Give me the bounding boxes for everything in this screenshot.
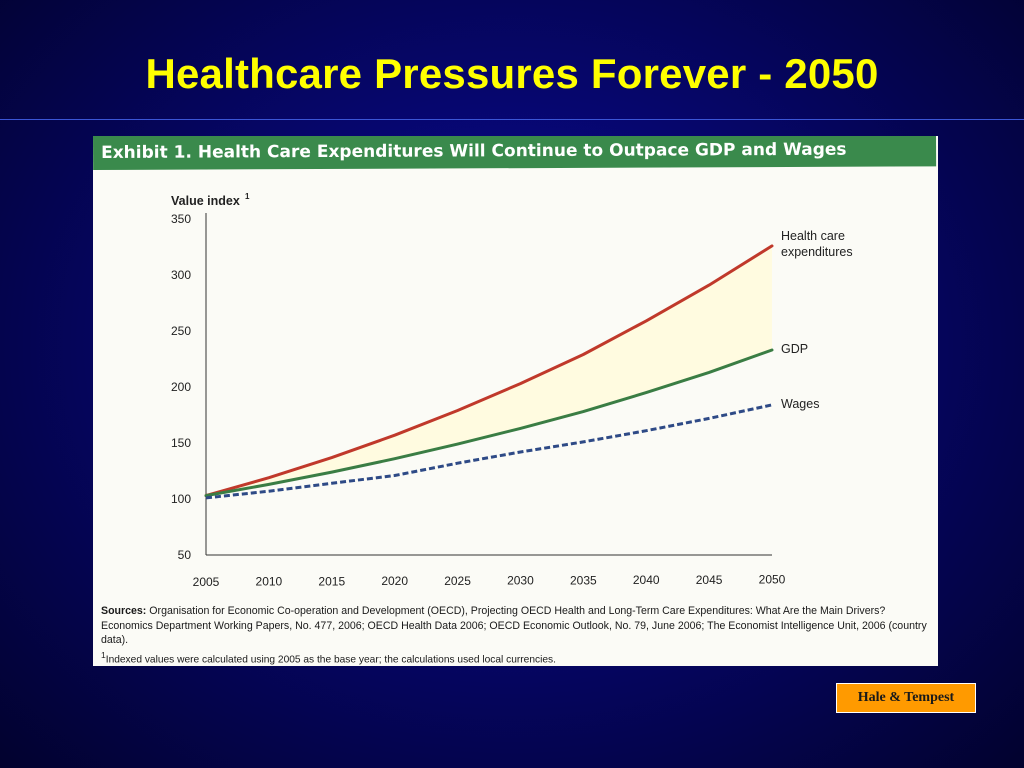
series-label: Health care xyxy=(781,229,845,243)
x-tick-label: 2030 xyxy=(507,574,534,588)
y-tick-label: 50 xyxy=(178,548,192,562)
slide-title: Healthcare Pressures Forever - 2050 xyxy=(145,50,879,97)
x-tick-label: 2010 xyxy=(256,575,283,589)
y-tick-label: 250 xyxy=(171,324,191,338)
attribution-badge: Hale & Tempest xyxy=(836,683,976,713)
y-tick-label: 100 xyxy=(171,492,191,506)
exhibit-panel: Value index 1 50 100 150 200 250 300 350 2005 2010… xyxy=(93,136,938,666)
series-label: GDP xyxy=(781,342,808,356)
y-tick-label: 200 xyxy=(171,380,191,394)
y-tick-label: 300 xyxy=(171,268,191,282)
y-axis-label: Value index xyxy=(171,194,240,208)
x-tick-label: 2035 xyxy=(570,573,597,587)
x-tick-label: 2025 xyxy=(444,574,471,588)
x-tick-label: 2040 xyxy=(633,573,660,587)
sources-paragraph: Sources: Organisation for Economic Co-op… xyxy=(101,604,931,648)
x-tick-label: 2045 xyxy=(696,573,723,587)
series-line-health-care xyxy=(204,244,774,498)
x-tick-label: 2005 xyxy=(193,575,220,589)
y-tick-label: 350 xyxy=(171,212,191,226)
y-axis-label-superscript: 1 xyxy=(245,192,250,201)
series-line-wages xyxy=(205,403,773,500)
gap-shading xyxy=(206,245,772,496)
sources-text: Organisation for Economic Co-operation a… xyxy=(101,605,927,646)
footnote-text: Indexed values were calculated using 200… xyxy=(105,653,556,665)
exhibit-header: Exhibit 1. Health Care Expenditures Will… xyxy=(93,136,937,170)
footnote-marker: 1 xyxy=(101,649,106,660)
series-label: Wages xyxy=(781,397,819,411)
footnote: 1Indexed values were calculated using 20… xyxy=(101,648,931,667)
sources-note: Sources: Organisation for Economic Co-op… xyxy=(101,604,931,666)
y-tick-label: 150 xyxy=(171,436,191,450)
series-label: expenditures xyxy=(781,245,853,259)
series-line-gdp xyxy=(204,348,774,498)
sources-label: Sources: xyxy=(101,605,147,617)
x-tick-label: 2015 xyxy=(318,574,345,588)
title-divider xyxy=(0,119,1024,120)
x-tick-label: 2020 xyxy=(381,574,408,588)
x-tick-label: 2050 xyxy=(759,573,786,587)
